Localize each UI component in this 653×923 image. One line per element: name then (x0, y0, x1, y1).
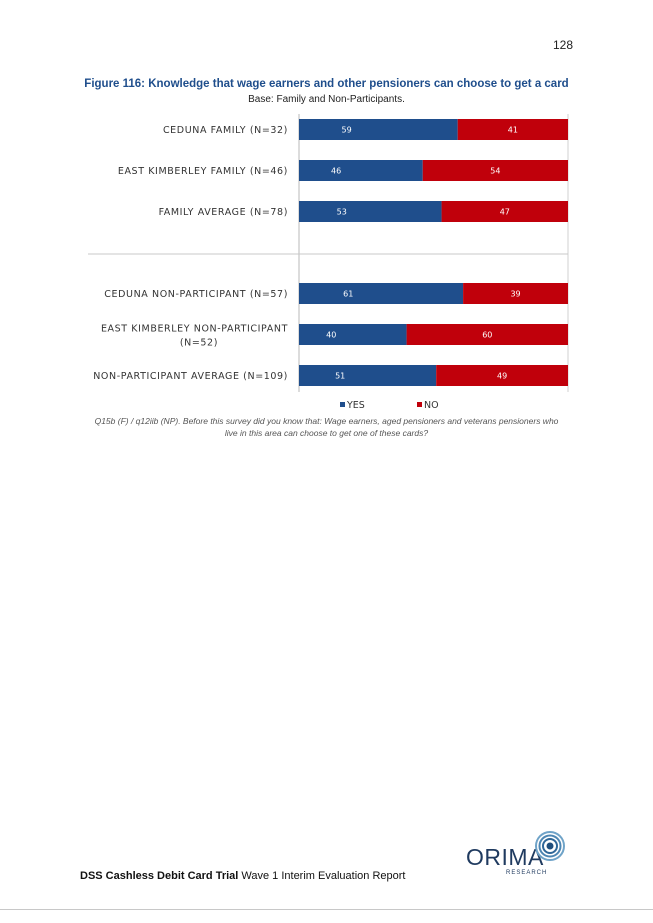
bar-no (436, 365, 568, 386)
logo-circle-icon (535, 831, 565, 861)
bar-yes (299, 365, 437, 386)
data-label-yes: 40 (326, 331, 336, 340)
footer-bold: DSS Cashless Debit Card Trial (80, 870, 239, 882)
figure-title: Figure 116: Knowledge that wage earners … (84, 78, 569, 90)
footer-rest: Wave 1 Interim Evaluation Report (238, 870, 406, 882)
bar-no (422, 160, 568, 181)
logo-word: ORIMA (466, 844, 544, 870)
legend: YES NO (340, 400, 439, 411)
figure-base: Base: Family and Non-Participants. (248, 94, 405, 105)
bar-yes (299, 119, 458, 140)
bar-yes (299, 160, 423, 181)
category-label: FAMILY AVERAGE (N=78) (159, 207, 288, 218)
legend-swatch (340, 402, 345, 407)
category-label: NON-PARTICIPANT AVERAGE (N=109) (93, 371, 288, 382)
data-label-yes: 61 (343, 290, 353, 299)
logo-subtitle: RESEARCH (506, 870, 548, 876)
data-label-yes: 51 (335, 372, 345, 381)
page-number: 128 (552, 38, 573, 52)
data-label-yes: 53 (337, 208, 347, 217)
bottom-rule (0, 909, 653, 910)
bar-no (406, 324, 568, 345)
bar-no (457, 119, 568, 140)
data-label-no: 47 (500, 208, 510, 217)
stacked-bar-chart: CEDUNA FAMILY (N=32) 59 41 EAST KIMBERLEY F… (88, 114, 569, 411)
data-label-yes: 59 (342, 126, 352, 135)
data-label-no: 41 (508, 126, 518, 135)
bar-yes (299, 283, 464, 304)
category-label: EAST KIMBERLEY NON-PARTICIPANT (N=52) (101, 324, 288, 349)
bar-yes (299, 201, 442, 222)
bar-no (463, 283, 568, 304)
category-label: CEDUNA NON-PARTICIPANT (N=57) (104, 289, 288, 300)
data-label-no: 49 (497, 372, 507, 381)
legend-label: YES (346, 400, 365, 411)
category-label: EAST KIMBERLEY FAMILY (N=46) (118, 166, 288, 177)
bar-no (441, 201, 568, 222)
caption-line-2: live in this area can choose to get one … (224, 428, 429, 438)
figure-caption: Q15b (F) / q12iib (NP). Before this surv… (70, 415, 583, 439)
data-label-no: 60 (482, 331, 492, 340)
caption-line-1: Q15b (F) / q12iib (NP). Before this surv… (94, 416, 559, 426)
legend-label: NO (424, 400, 439, 411)
bar-yes (299, 324, 407, 345)
orima-logo: ORIMA RESEARCH (462, 828, 572, 878)
legend-swatch (417, 402, 422, 407)
data-label-no: 39 (510, 290, 520, 299)
category-label: CEDUNA FAMILY (N=32) (163, 125, 288, 136)
data-label-no: 54 (490, 167, 500, 176)
footer: DSS Cashless Debit Card Trial Wave 1 Int… (80, 870, 405, 882)
data-label-yes: 46 (331, 167, 341, 176)
